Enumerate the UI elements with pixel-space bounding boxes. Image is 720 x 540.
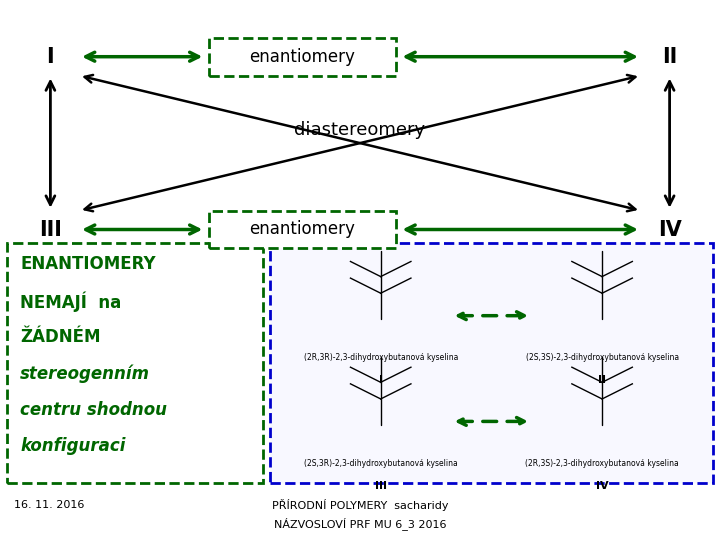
Text: NÁZVOSLOVÍ PRF MU 6_3 2016: NÁZVOSLOVÍ PRF MU 6_3 2016	[274, 517, 446, 530]
FancyBboxPatch shape	[7, 243, 263, 483]
Text: enantiomery: enantiomery	[249, 48, 356, 66]
Text: (2S,3R)-2,3-dihydroxybutanová kyselina: (2S,3R)-2,3-dihydroxybutanová kyselina	[304, 459, 458, 468]
Text: ŽÁDNÉM: ŽÁDNÉM	[20, 328, 101, 346]
Text: IV: IV	[658, 219, 681, 240]
Text: PŘÍRODNÍ POLYMERY  sacharidy: PŘÍRODNÍ POLYMERY sacharidy	[271, 499, 449, 511]
FancyBboxPatch shape	[209, 211, 396, 248]
Text: diastereomery: diastereomery	[294, 120, 426, 139]
Text: (2S,3S)-2,3-dihydroxybutanová kyselina: (2S,3S)-2,3-dihydroxybutanová kyselina	[526, 354, 679, 362]
Text: (2R,3S)-2,3-dihydroxybutanová kyselina: (2R,3S)-2,3-dihydroxybutanová kyselina	[525, 459, 679, 468]
Text: (2R,3R)-2,3-dihydroxybutanová kyselina: (2R,3R)-2,3-dihydroxybutanová kyselina	[304, 354, 458, 362]
Text: III: III	[39, 219, 62, 240]
Text: III: III	[374, 481, 387, 491]
Text: II: II	[598, 375, 606, 385]
Text: I: I	[379, 375, 383, 385]
FancyBboxPatch shape	[270, 243, 713, 483]
Text: stereogenním: stereogenním	[20, 364, 150, 383]
Text: 16. 11. 2016: 16. 11. 2016	[14, 500, 85, 510]
Text: II: II	[662, 46, 678, 67]
Text: ENANTIOMERY: ENANTIOMERY	[20, 255, 156, 273]
Text: NEMAJÍ  na: NEMAJÍ na	[20, 292, 122, 312]
Text: centru shodnou: centru shodnou	[20, 401, 167, 418]
FancyBboxPatch shape	[209, 38, 396, 76]
Text: IV: IV	[595, 481, 608, 491]
Text: konfiguraci: konfiguraci	[20, 437, 126, 455]
Text: I: I	[47, 46, 54, 67]
Text: enantiomery: enantiomery	[249, 220, 356, 239]
